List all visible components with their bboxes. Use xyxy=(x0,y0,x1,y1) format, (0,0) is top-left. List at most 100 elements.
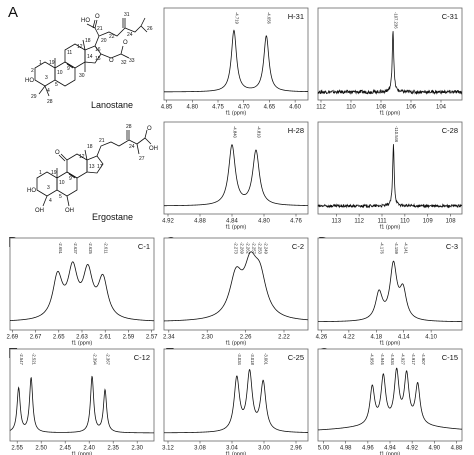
x-tick-label: 4.22 xyxy=(343,335,355,341)
spectrum-trace xyxy=(318,260,462,323)
x-axis-label: f1 (ppm) xyxy=(380,225,401,231)
svg-text:16: 16 xyxy=(95,47,101,53)
svg-text:12: 12 xyxy=(77,44,83,50)
peak-label: -2.394 xyxy=(92,353,97,366)
x-tick-label: 2.34 xyxy=(163,335,175,341)
spectrum-title: C-3 xyxy=(446,242,458,251)
svg-text:13: 13 xyxy=(89,164,95,170)
x-axis-label: f1 (ppm) xyxy=(226,225,247,231)
x-tick-label: 4.18 xyxy=(370,335,382,341)
x-axis-label: f1 (ppm) xyxy=(72,452,93,455)
x-tick-label: 4.70 xyxy=(238,105,250,111)
spectrum-trace xyxy=(164,144,308,207)
x-tick-label: 113 xyxy=(331,219,341,225)
peak-label: -2.651 xyxy=(58,242,63,255)
svg-text:14: 14 xyxy=(87,54,93,60)
svg-text:33: 33 xyxy=(129,58,135,64)
svg-text:11: 11 xyxy=(67,50,72,56)
spectrum-svg-c3: C-3 -4.176 -4.159 -4.141 4.26 4.22 4.18 4.14 4.1… xyxy=(316,237,463,347)
x-tick-label: 3.12 xyxy=(162,446,174,452)
svg-text:24: 24 xyxy=(127,32,133,38)
x-tick-label: 4.92 xyxy=(162,219,174,225)
spectrum-title: C-1 xyxy=(138,242,150,251)
x-tick-label: 2.22 xyxy=(278,335,290,341)
svg-text:32: 32 xyxy=(121,60,127,66)
spectrum-trace xyxy=(9,375,154,434)
x-axis-label: f1 (ppm) xyxy=(380,341,401,347)
x-tick-label: 2.40 xyxy=(83,446,95,452)
x-tick-label: 3.04 xyxy=(226,446,238,452)
x-tick-label: 2.30 xyxy=(131,446,143,452)
svg-text:O: O xyxy=(123,40,128,46)
x-tick-label: 4.65 xyxy=(264,105,276,111)
spectrum-c2: C-2 -2.273 -2.269 -2.262 -2.257 -2.253 -2.249 2… xyxy=(160,234,312,347)
x-axis-label: f1 (ppm) xyxy=(226,452,247,455)
x-axis-label: f1 (ppm) xyxy=(72,341,93,347)
x-tick-label: 104 xyxy=(436,105,447,111)
peak-label: -4.934 xyxy=(390,353,395,366)
peak-label: -4.141 xyxy=(403,242,408,255)
x-tick-label: 4.80 xyxy=(258,219,270,225)
ergostane-label: Ergostane xyxy=(92,212,134,222)
peak-label: -4.917 xyxy=(411,353,416,366)
peak-label: -3.018 xyxy=(250,353,255,366)
x-axis-label: f1 (ppm) xyxy=(226,111,247,117)
spectrum-frame xyxy=(163,7,309,101)
peak-label: -2.625 xyxy=(88,242,93,255)
x-tick-label: 4.10 xyxy=(425,335,437,341)
x-tick-label: 4.75 xyxy=(212,105,224,111)
spectrum-frame xyxy=(163,348,309,442)
peak-label: -4.810 xyxy=(256,126,261,139)
x-tick-label: 111 xyxy=(377,219,387,225)
lanostane-structure: HO HO O O O 31 24 26 21 20 22 12 11 19 1… xyxy=(25,6,165,106)
spectrum-frame xyxy=(9,348,155,442)
x-tick-label: 4.92 xyxy=(406,446,418,452)
ergostane-structure: O OH O HO OH OH 28 24 21 18 12 13 19 17 … xyxy=(25,118,165,218)
peak-label: -2.249 xyxy=(263,242,268,255)
x-tick-label: 3.00 xyxy=(258,446,270,452)
peak-label: -2.611 xyxy=(103,242,108,254)
svg-text:O: O xyxy=(55,150,60,156)
x-tick-label: 3.08 xyxy=(194,446,206,452)
spectrum-svg-c12: C-12 -2.547 -2.521 -2.394 -2.367 2.55 2.50 2.45… xyxy=(9,348,155,455)
svg-text:O: O xyxy=(147,126,152,132)
spectrum-c28: C-28 -110.546 113 112 111 110 109 108 f1 (ppm) xyxy=(314,118,466,231)
x-tick-label: 4.96 xyxy=(362,446,374,452)
peak-label: -2.521 xyxy=(32,353,37,366)
peak-label: -4.176 xyxy=(379,242,384,255)
peak-label: -2.367 xyxy=(105,353,110,366)
svg-text:3: 3 xyxy=(45,75,48,81)
x-tick-label: 2.30 xyxy=(201,335,213,341)
spectrum-svg-c31: C-31 -107.236 112 110 108 106 104 f1 (ppm) xyxy=(316,7,463,117)
peak-label: -4.956 xyxy=(370,353,375,366)
peak-label: -4.927 xyxy=(401,353,406,366)
peak-label: -2.547 xyxy=(19,353,24,366)
svg-text:HO: HO xyxy=(27,188,36,194)
svg-text:22: 22 xyxy=(109,34,115,40)
spectrum-trace xyxy=(163,251,309,322)
spectrum-frame xyxy=(317,121,463,215)
x-tick-label: 2.59 xyxy=(123,335,135,341)
svg-text:4: 4 xyxy=(49,198,52,204)
svg-text:29: 29 xyxy=(31,94,37,100)
peak-label: -4.907 xyxy=(421,353,426,366)
spectrum-h28: H-28 -4.840 -4.810 4.92 4.88 4.84 4.80 4.76 f1 (… xyxy=(160,118,312,231)
svg-text:OH: OH xyxy=(65,208,74,214)
svg-text:9: 9 xyxy=(69,176,72,182)
peak-label: -2.269 xyxy=(239,242,244,255)
svg-text:19: 19 xyxy=(51,170,57,176)
x-tick-label: 4.26 xyxy=(316,335,328,341)
peak-label: -2.253 xyxy=(257,242,262,255)
x-tick-label: 2.67 xyxy=(30,335,42,341)
x-tick-label: 2.50 xyxy=(35,446,47,452)
x-tick-label: 4.76 xyxy=(290,219,302,225)
svg-text:5: 5 xyxy=(55,82,58,88)
spectrum-title: C-15 xyxy=(442,353,458,362)
x-tick-label: 2.35 xyxy=(107,446,119,452)
spectrum-trace xyxy=(164,29,309,93)
svg-text:28: 28 xyxy=(126,124,132,130)
x-tick-label: 112 xyxy=(354,219,364,225)
x-tick-label: 2.96 xyxy=(290,446,302,452)
peak-label: -110.546 xyxy=(394,126,399,143)
svg-text:OH: OH xyxy=(149,146,158,152)
